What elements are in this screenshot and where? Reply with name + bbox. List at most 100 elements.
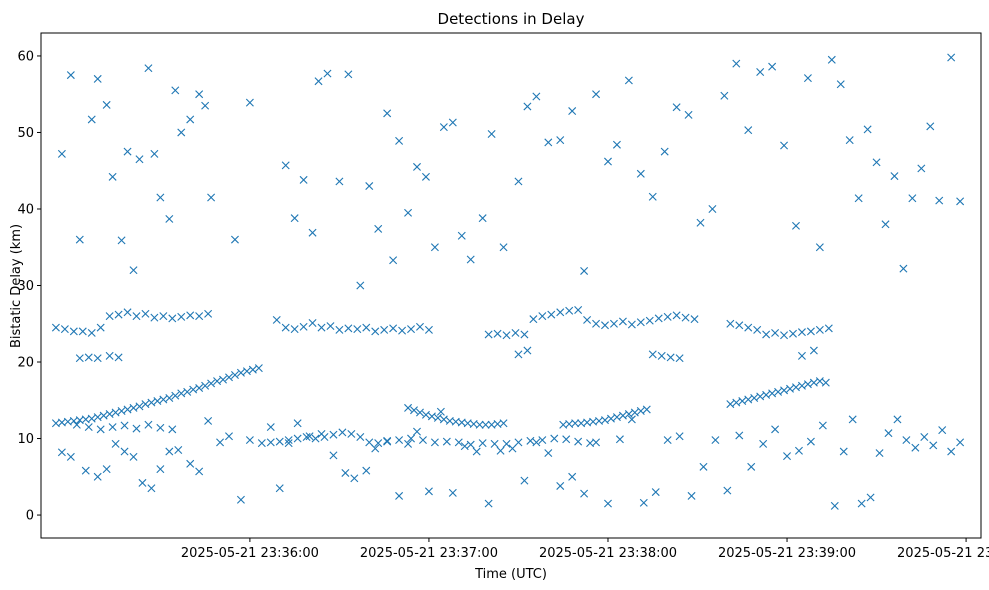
data-point bbox=[780, 331, 789, 340]
data-point bbox=[362, 323, 371, 332]
data-point bbox=[538, 436, 547, 445]
data-point bbox=[275, 437, 284, 446]
x-tick-label: 2025-05-21 23:39:00 bbox=[718, 546, 856, 561]
data-point bbox=[606, 414, 615, 423]
data-point bbox=[144, 420, 153, 429]
data-point bbox=[660, 147, 669, 156]
data-point bbox=[708, 204, 717, 213]
data-point bbox=[956, 197, 965, 206]
data-point bbox=[881, 220, 890, 229]
data-point bbox=[648, 192, 657, 201]
data-point bbox=[144, 64, 153, 73]
data-point bbox=[744, 126, 753, 135]
data-point bbox=[123, 308, 132, 317]
data-point bbox=[407, 325, 416, 334]
data-point bbox=[675, 432, 684, 441]
data-point bbox=[574, 437, 583, 446]
data-point bbox=[457, 231, 466, 240]
data-point bbox=[592, 319, 601, 328]
data-point bbox=[806, 437, 815, 446]
data-point bbox=[129, 452, 138, 461]
data-point bbox=[356, 281, 365, 290]
data-point bbox=[511, 328, 520, 337]
data-point bbox=[786, 384, 795, 393]
data-point bbox=[195, 384, 204, 393]
data-markers bbox=[51, 53, 965, 510]
data-point bbox=[442, 437, 451, 446]
data-point bbox=[663, 436, 672, 445]
data-point bbox=[791, 383, 800, 392]
data-point bbox=[186, 311, 195, 320]
data-point bbox=[926, 122, 935, 131]
y-tick-label: 40 bbox=[17, 202, 34, 217]
data-point bbox=[111, 439, 120, 448]
data-point bbox=[502, 331, 511, 340]
data-point bbox=[195, 90, 204, 99]
data-point bbox=[756, 68, 765, 77]
data-point bbox=[114, 310, 123, 319]
data-point bbox=[439, 123, 448, 132]
data-point bbox=[574, 305, 583, 314]
data-point bbox=[290, 325, 299, 334]
y-tick-label: 60 bbox=[17, 49, 34, 64]
data-point bbox=[490, 439, 499, 448]
data-point bbox=[75, 235, 84, 244]
data-point bbox=[284, 439, 293, 448]
data-point bbox=[523, 102, 532, 111]
data-point bbox=[448, 118, 457, 127]
data-point bbox=[120, 421, 129, 430]
data-point bbox=[129, 403, 138, 412]
data-point bbox=[81, 466, 90, 475]
data-point bbox=[404, 403, 413, 412]
data-point bbox=[344, 70, 353, 79]
data-point bbox=[496, 446, 505, 455]
data-point bbox=[430, 243, 439, 252]
data-point bbox=[389, 324, 398, 333]
data-point bbox=[141, 309, 150, 318]
data-point bbox=[168, 425, 177, 434]
data-point bbox=[102, 465, 111, 474]
data-point bbox=[141, 400, 150, 409]
data-point bbox=[123, 405, 132, 414]
data-point bbox=[768, 389, 777, 398]
data-point bbox=[762, 390, 771, 399]
data-point bbox=[225, 373, 233, 382]
data-point bbox=[395, 436, 404, 445]
data-point bbox=[624, 76, 633, 85]
data-point bbox=[353, 325, 362, 334]
data-point bbox=[654, 314, 663, 323]
data-point bbox=[756, 392, 765, 401]
data-point bbox=[117, 406, 126, 415]
data-point bbox=[547, 310, 556, 319]
data-point bbox=[872, 158, 881, 167]
data-point bbox=[601, 321, 609, 330]
data-point bbox=[344, 324, 353, 333]
data-point bbox=[75, 354, 84, 363]
data-point bbox=[245, 436, 254, 445]
data-point bbox=[890, 172, 899, 181]
data-point bbox=[371, 327, 380, 336]
data-point bbox=[929, 441, 938, 450]
data-point bbox=[875, 449, 884, 458]
data-point bbox=[341, 468, 350, 477]
data-point bbox=[293, 434, 302, 443]
data-point bbox=[380, 325, 389, 334]
data-point bbox=[460, 442, 469, 451]
data-point bbox=[96, 425, 105, 434]
data-point bbox=[627, 415, 636, 424]
data-point bbox=[266, 438, 275, 447]
data-point bbox=[947, 53, 956, 62]
data-point bbox=[299, 322, 308, 331]
data-point bbox=[774, 387, 783, 396]
data-point bbox=[651, 488, 660, 497]
chart-title: Detections in Delay bbox=[438, 10, 585, 28]
data-point bbox=[514, 177, 523, 186]
data-point bbox=[338, 428, 347, 437]
data-point bbox=[735, 321, 744, 330]
data-point bbox=[803, 380, 812, 389]
data-point bbox=[639, 498, 648, 507]
data-point bbox=[544, 138, 553, 147]
data-point bbox=[744, 323, 753, 332]
data-point bbox=[791, 221, 800, 230]
data-point bbox=[272, 315, 281, 324]
